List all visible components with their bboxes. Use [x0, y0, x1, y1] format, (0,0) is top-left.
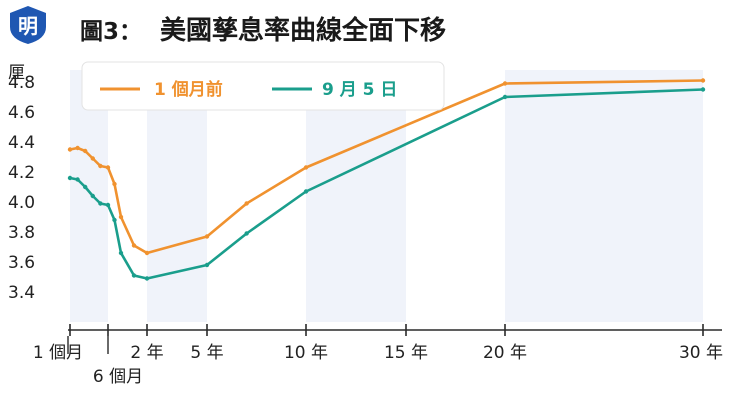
figure-label: 圖3： — [80, 19, 143, 45]
x-tick-label: 5 年 — [190, 343, 223, 363]
x-tick-label: 2 年 — [130, 343, 163, 363]
data-point — [244, 201, 249, 206]
background-band — [505, 70, 703, 322]
y-tick-label: 3.8 — [8, 223, 35, 243]
background-bands — [70, 70, 703, 322]
data-point — [118, 214, 124, 220]
data-point — [98, 163, 103, 169]
logo-character: 明 — [18, 14, 38, 38]
data-point — [144, 250, 150, 256]
x-tick-label: 6 個月 — [93, 367, 143, 387]
data-point — [131, 273, 137, 278]
data-point — [67, 147, 73, 152]
y-axis: 3.4 3.6 3.8 4.0 4.2 4.4 4.6 4.8厘 — [8, 63, 35, 303]
data-point — [75, 177, 80, 182]
y-tick-label: 4.0 — [8, 193, 35, 213]
data-point — [112, 217, 117, 223]
ming-pao-logo: 明 — [10, 6, 46, 44]
data-point — [502, 94, 508, 100]
data-point — [98, 201, 103, 206]
legend: 1 個月前 9 月 5 日 — [81, 61, 445, 111]
x-tick-label: 20 年 — [483, 343, 527, 363]
data-point — [83, 148, 88, 154]
y-tick-label: 4.2 — [8, 163, 35, 183]
y-tick-label: 4.8 — [8, 73, 35, 93]
y-tick-label: 3.4 — [8, 283, 35, 303]
figure-header: 明 圖3： 美國孳息率曲線全面下移 — [0, 0, 750, 52]
data-point — [75, 145, 80, 151]
data-point — [90, 193, 95, 199]
x-tick-label: 1 個月 — [33, 343, 83, 363]
data-point — [502, 81, 508, 86]
legend-label-1: 1 個月前 — [154, 79, 223, 100]
data-point — [118, 250, 124, 256]
data-point — [303, 189, 309, 194]
data-point — [244, 231, 249, 236]
data-point — [112, 181, 117, 187]
data-point — [700, 87, 706, 92]
data-point — [700, 78, 706, 83]
data-point — [105, 165, 111, 170]
figure-title: 美國孳息率曲線全面下移 — [160, 16, 447, 46]
background-band — [147, 70, 207, 322]
y-axis-unit: 厘 — [8, 63, 25, 83]
x-tick-label: 30 年 — [679, 343, 723, 363]
y-tick-label: 4.6 — [8, 103, 35, 123]
data-point — [131, 243, 137, 248]
logo-shield — [10, 6, 46, 44]
legend-box — [81, 61, 445, 111]
data-point — [303, 165, 309, 170]
series-group — [67, 78, 706, 281]
data-point — [105, 202, 111, 208]
data-point — [67, 175, 73, 181]
background-band — [70, 70, 108, 322]
data-point — [204, 234, 210, 239]
y-tick-label: 4.4 — [8, 133, 35, 153]
y-tick-label: 3.6 — [8, 253, 35, 273]
background-band — [306, 70, 406, 322]
data-point — [90, 156, 95, 161]
x-tick-label: 15 年 — [384, 343, 428, 363]
data-point — [204, 262, 210, 268]
data-point — [83, 184, 88, 190]
x-axis: 1 個月 6 個月 2 年 5 年 10 年 15 年 20 年 30 年 — [33, 324, 723, 387]
x-tick-label: 10 年 — [284, 343, 328, 363]
data-point — [144, 276, 150, 281]
legend-label-2: 9 月 5 日 — [322, 80, 397, 100]
